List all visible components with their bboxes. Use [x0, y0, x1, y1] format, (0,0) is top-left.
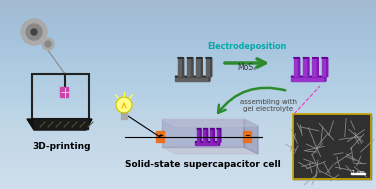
Polygon shape	[192, 58, 193, 77]
Polygon shape	[162, 147, 258, 154]
Polygon shape	[312, 58, 317, 76]
Text: MoSₓ: MoSₓ	[237, 63, 257, 72]
Polygon shape	[197, 129, 200, 142]
Polygon shape	[299, 58, 300, 77]
Polygon shape	[203, 129, 207, 142]
Bar	[162, 119, 244, 147]
Polygon shape	[175, 76, 209, 81]
Polygon shape	[200, 129, 201, 142]
Circle shape	[42, 38, 54, 50]
Circle shape	[116, 97, 132, 113]
Text: assembling with
gel electrolyte: assembling with gel electrolyte	[240, 99, 297, 112]
Polygon shape	[294, 58, 299, 76]
Text: Electrodeposition: Electrodeposition	[207, 42, 287, 51]
Bar	[156, 131, 164, 142]
Polygon shape	[177, 58, 183, 76]
Circle shape	[45, 41, 51, 47]
Polygon shape	[195, 142, 219, 145]
Polygon shape	[325, 76, 326, 81]
Polygon shape	[27, 119, 92, 130]
FancyArrowPatch shape	[218, 88, 285, 113]
Bar	[34, 119, 88, 129]
Polygon shape	[291, 76, 326, 77]
Polygon shape	[317, 58, 318, 77]
Polygon shape	[211, 58, 212, 77]
Polygon shape	[187, 58, 192, 76]
Polygon shape	[308, 58, 309, 77]
Text: −: −	[244, 133, 250, 139]
Bar	[293, 114, 371, 179]
Circle shape	[21, 19, 47, 45]
Bar	[243, 131, 251, 142]
Polygon shape	[209, 76, 210, 81]
Text: Solid-state supercapacitor cell: Solid-state supercapacitor cell	[125, 160, 281, 169]
Polygon shape	[196, 58, 202, 76]
Text: 3D-printing: 3D-printing	[33, 142, 91, 151]
Polygon shape	[291, 76, 325, 81]
Polygon shape	[207, 129, 208, 142]
Bar	[32, 74, 89, 119]
Bar	[121, 113, 127, 119]
Polygon shape	[244, 119, 258, 154]
Polygon shape	[175, 76, 210, 77]
Polygon shape	[321, 58, 327, 76]
Text: +: +	[157, 133, 163, 139]
Circle shape	[31, 29, 37, 35]
Bar	[351, 173, 365, 174]
Text: 1 μm: 1 μm	[352, 170, 364, 175]
Polygon shape	[162, 119, 258, 126]
Polygon shape	[206, 58, 211, 76]
Circle shape	[26, 24, 42, 40]
Polygon shape	[220, 129, 221, 142]
Polygon shape	[219, 142, 220, 145]
FancyBboxPatch shape	[61, 88, 68, 98]
Polygon shape	[303, 58, 308, 76]
Bar	[293, 114, 371, 179]
Polygon shape	[217, 129, 220, 142]
Polygon shape	[210, 129, 214, 142]
